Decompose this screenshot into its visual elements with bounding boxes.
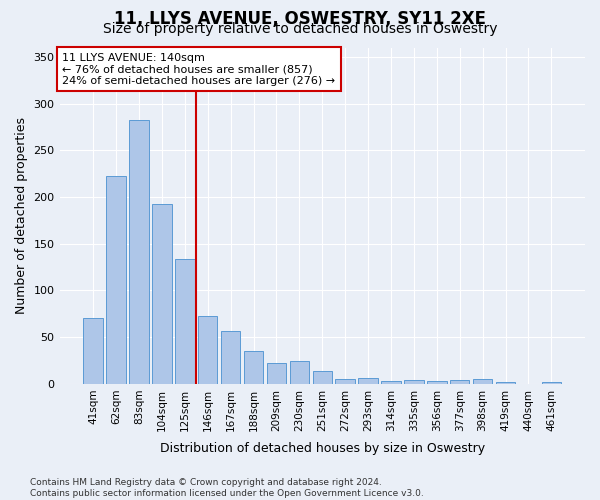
Bar bbox=[381, 381, 401, 384]
Bar bbox=[106, 176, 126, 384]
Bar bbox=[335, 379, 355, 384]
Text: Contains HM Land Registry data © Crown copyright and database right 2024.
Contai: Contains HM Land Registry data © Crown c… bbox=[30, 478, 424, 498]
Bar bbox=[129, 120, 149, 384]
Bar bbox=[152, 204, 172, 384]
Bar bbox=[244, 351, 263, 384]
Bar bbox=[542, 382, 561, 384]
Bar bbox=[496, 382, 515, 384]
Bar bbox=[473, 379, 493, 384]
Y-axis label: Number of detached properties: Number of detached properties bbox=[15, 117, 28, 314]
Bar bbox=[221, 330, 241, 384]
Bar bbox=[427, 381, 446, 384]
Text: 11 LLYS AVENUE: 140sqm
← 76% of detached houses are smaller (857)
24% of semi-de: 11 LLYS AVENUE: 140sqm ← 76% of detached… bbox=[62, 52, 335, 86]
Bar bbox=[290, 360, 309, 384]
Bar bbox=[83, 318, 103, 384]
Bar bbox=[175, 258, 194, 384]
Bar bbox=[358, 378, 378, 384]
Bar bbox=[198, 316, 217, 384]
Text: 11, LLYS AVENUE, OSWESTRY, SY11 2XE: 11, LLYS AVENUE, OSWESTRY, SY11 2XE bbox=[114, 10, 486, 28]
Bar bbox=[267, 364, 286, 384]
Bar bbox=[450, 380, 469, 384]
X-axis label: Distribution of detached houses by size in Oswestry: Distribution of detached houses by size … bbox=[160, 442, 485, 455]
Text: Size of property relative to detached houses in Oswestry: Size of property relative to detached ho… bbox=[103, 22, 497, 36]
Bar bbox=[404, 380, 424, 384]
Bar bbox=[313, 371, 332, 384]
